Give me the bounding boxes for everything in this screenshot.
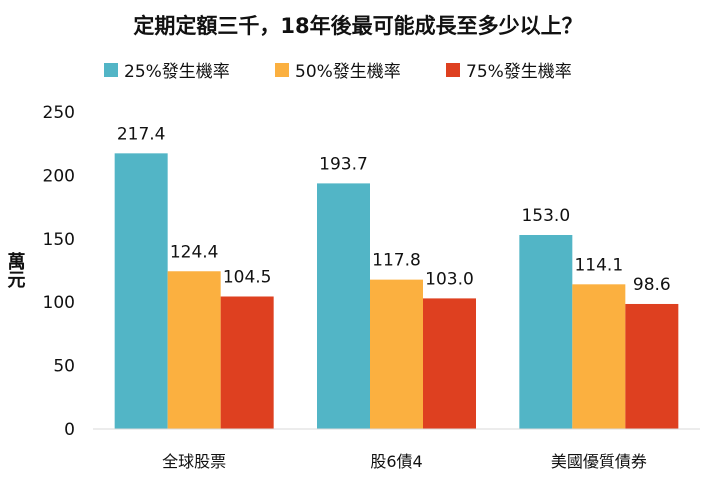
bar-value-label: 103.0 (425, 269, 474, 289)
bar (519, 234, 573, 429)
bar (220, 296, 274, 429)
chart-title: 定期定額三千，18年後最可能成長至多少以上？ (133, 14, 582, 38)
bar-value-label: 117.8 (372, 251, 421, 271)
bar-value-label: 193.7 (319, 154, 368, 174)
x-tick-label: 美國優質債券 (551, 452, 647, 471)
bar (572, 284, 626, 429)
x-axis-ticks: 全球股票 股6債4 美國優質債券 (162, 452, 647, 471)
legend: 25%發生機率 50%發生機率 75%發生機率 (104, 62, 572, 82)
bar-value-label: 104.5 (223, 267, 272, 287)
bar (114, 153, 168, 430)
bar-value-label: 153.0 (521, 206, 570, 226)
y-tick-label: 250 (43, 103, 75, 123)
x-tick-label: 全球股票 (162, 452, 226, 471)
legend-swatch-75 (446, 63, 460, 77)
bar (370, 279, 423, 429)
bar (167, 271, 221, 429)
y-tick-label: 50 (53, 357, 75, 377)
y-axis-ticks: 0 50 100 150 200 250 (43, 103, 75, 440)
y-tick-label: 200 (43, 166, 75, 186)
y-tick-label: 0 (64, 420, 75, 440)
bar-value-label: 98.6 (633, 275, 671, 295)
legend-label-75: 75%發生機率 (466, 62, 572, 82)
bar (423, 298, 476, 429)
bars (114, 153, 679, 430)
legend-swatch-50 (275, 63, 289, 77)
legend-swatch-25 (104, 63, 118, 77)
bar-value-label: 114.1 (574, 255, 623, 275)
x-tick-label: 股6債4 (370, 452, 422, 471)
y-tick-label: 100 (43, 293, 75, 313)
bar-value-label: 217.4 (117, 124, 166, 144)
legend-label-50: 50%發生機率 (295, 62, 401, 82)
bar-value-label: 124.4 (170, 242, 219, 262)
bar (625, 303, 679, 429)
legend-label-25: 25%發生機率 (124, 62, 230, 82)
bar (317, 183, 370, 429)
y-axis-label: 萬元 (5, 252, 26, 289)
y-tick-label: 150 (43, 230, 75, 250)
